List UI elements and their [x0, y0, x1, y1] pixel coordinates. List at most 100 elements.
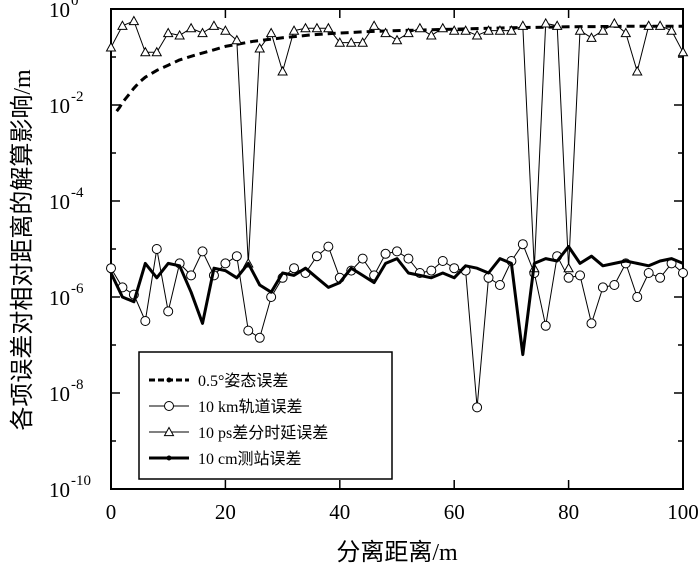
x-tick-label: 80 [558, 500, 579, 524]
y-tick-label: 10 [49, 0, 70, 22]
data-point [323, 22, 334, 33]
data-point [426, 265, 437, 276]
data-point [266, 292, 277, 302]
data-point [357, 37, 369, 47]
data-point [437, 256, 448, 266]
legend-label: 10 ps差分时延误差 [198, 424, 328, 442]
data-point [540, 320, 551, 331]
y-tick-exponent: -10 [71, 473, 91, 489]
data-point [563, 272, 574, 283]
y-tick-exponent: -8 [71, 377, 84, 393]
data-point [345, 37, 357, 47]
data-point [186, 270, 197, 281]
plot-area [105, 15, 689, 413]
data-point [391, 34, 403, 45]
data-point [197, 246, 208, 257]
y-tick-exponent: 0 [71, 0, 79, 9]
y-tick-exponent: -6 [71, 281, 84, 297]
data-point [677, 46, 689, 57]
data-point [597, 25, 609, 35]
legend-marker [163, 426, 175, 437]
data-point [654, 20, 666, 30]
legend-marker [166, 455, 172, 461]
data-point [254, 332, 265, 343]
data-point [575, 270, 586, 281]
data-point [174, 29, 185, 40]
x-axis-title: 分离距离/m [336, 539, 458, 566]
data-point [334, 37, 346, 47]
data-point [151, 46, 163, 57]
data-point [243, 325, 254, 336]
data-point [163, 306, 174, 317]
data-point [471, 29, 483, 40]
data-point [678, 268, 688, 278]
series-line [109, 245, 684, 357]
y-tick-label: 10 [49, 190, 70, 214]
series-4 [109, 245, 684, 357]
data-point [483, 272, 494, 283]
data-point [357, 253, 368, 264]
y-tick-exponent: -4 [71, 185, 84, 201]
y-axis-title: 各项误差对相对距离的解算影响/m [9, 69, 36, 431]
data-point [380, 27, 391, 38]
series-3 [105, 15, 689, 273]
data-point [220, 258, 231, 269]
data-point [128, 15, 140, 26]
data-point [517, 20, 529, 30]
data-point [472, 402, 483, 413]
data-point [506, 25, 517, 35]
data-point [517, 239, 528, 250]
data-point [586, 32, 597, 42]
data-point [323, 241, 334, 252]
data-point [483, 25, 494, 35]
data-point [609, 280, 620, 290]
data-point [597, 282, 608, 293]
legend-label: 10 km轨道误差 [198, 398, 302, 416]
data-point [494, 25, 506, 35]
data-point [288, 25, 300, 35]
data-point [403, 253, 414, 264]
x-tick-label: 100 [667, 500, 699, 524]
data-point [551, 20, 563, 30]
x-tick-label: 60 [444, 500, 465, 524]
data-point [220, 25, 231, 35]
x-tick-label: 0 [106, 500, 117, 524]
data-point [231, 34, 243, 45]
data-point [392, 246, 402, 257]
data-point [448, 25, 460, 35]
data-point [208, 20, 220, 30]
data-point [197, 27, 208, 38]
data-point [289, 263, 300, 274]
y-tick-label: 10 [49, 382, 70, 406]
data-point [105, 41, 117, 52]
data-point [586, 318, 597, 329]
data-point [631, 65, 643, 76]
data-point [632, 292, 643, 302]
data-point [666, 25, 677, 35]
y-tick-label: 10 [49, 286, 70, 310]
data-point [311, 251, 322, 262]
data-point [231, 251, 242, 262]
data-point [609, 17, 620, 28]
data-point [162, 27, 174, 38]
data-point [300, 22, 311, 33]
series-line [115, 24, 683, 113]
data-point [655, 272, 666, 283]
data-point [106, 263, 116, 274]
data-point [311, 22, 323, 33]
data-point [563, 262, 574, 273]
legend-marker [166, 377, 172, 383]
data-point [265, 27, 277, 38]
data-point [574, 25, 586, 35]
legend-marker [164, 401, 174, 411]
y-tick-exponent: -2 [71, 89, 84, 105]
data-point [494, 280, 505, 290]
data-point [140, 316, 151, 326]
data-point [117, 20, 128, 30]
data-point [277, 65, 288, 76]
x-tick-label: 40 [329, 500, 350, 524]
legend-label: 0.5°姿态误差 [198, 372, 288, 390]
data-point [437, 22, 449, 33]
